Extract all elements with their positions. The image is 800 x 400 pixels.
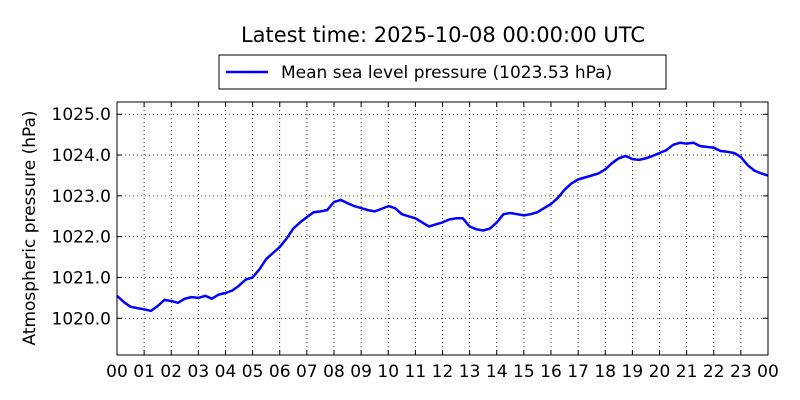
series-layer [116,141,769,313]
x-tick-label: 00 [106,362,128,382]
x-tick-label: 03 [188,362,210,382]
x-tick-label: 13 [459,362,481,382]
plot-frame [116,101,769,356]
x-tick-label: 09 [350,362,372,382]
y-tick-label: 1022.0 [52,228,111,248]
legend-entry: Mean sea level pressure (1023.53 hPa) [281,63,612,83]
y-axis: 1020.0 1021.0 1022.0 1023.0 1024.0 1025.0 [52,105,768,329]
grid-lines [117,102,768,355]
x-tick-label: 04 [215,362,237,382]
x-tick-label: 00 [757,362,779,382]
x-tick-label: 11 [405,362,427,382]
x-tick-label: 07 [296,362,318,382]
y-axis-label: Atmospheric pressure (hPa) [20,110,40,345]
y-tick-label: 1021.0 [52,268,111,288]
chart-title: Latest time: 2025-10-08 00:00:00 UTC [241,23,645,47]
y-tick-label: 1024.0 [52,146,111,166]
y-tick-label: 1025.0 [52,105,111,125]
series-line-mslp [116,141,769,313]
x-tick-label: 20 [649,362,671,382]
x-tick-label: 12 [432,362,454,382]
x-axis: 00 01 02 03 04 05 06 07 08 09 10 11 12 13 14 15 16 17 18 19… [106,102,779,382]
x-tick-label: 22 [703,362,725,382]
x-tick-label: 05 [242,362,264,382]
x-tick-label: 17 [567,362,589,382]
legend: Mean sea level pressure (1023.53 hPa) [218,54,667,90]
x-tick-label: 10 [377,362,399,382]
x-tick-label: 21 [676,362,698,382]
x-tick-label: 18 [594,362,616,382]
x-tick-label: 16 [540,362,562,382]
legend-box [218,54,667,90]
x-tick-label: 08 [323,362,345,382]
x-tick-label: 23 [730,362,752,382]
x-tick-label: 06 [269,362,291,382]
x-tick-label: 14 [486,362,508,382]
y-tick-label: 1020.0 [52,309,111,329]
x-tick-label: 01 [133,362,155,382]
x-tick-label: 02 [160,362,182,382]
x-tick-label: 15 [513,362,535,382]
x-tick-label: 19 [622,362,644,382]
y-tick-label: 1023.0 [52,187,111,207]
